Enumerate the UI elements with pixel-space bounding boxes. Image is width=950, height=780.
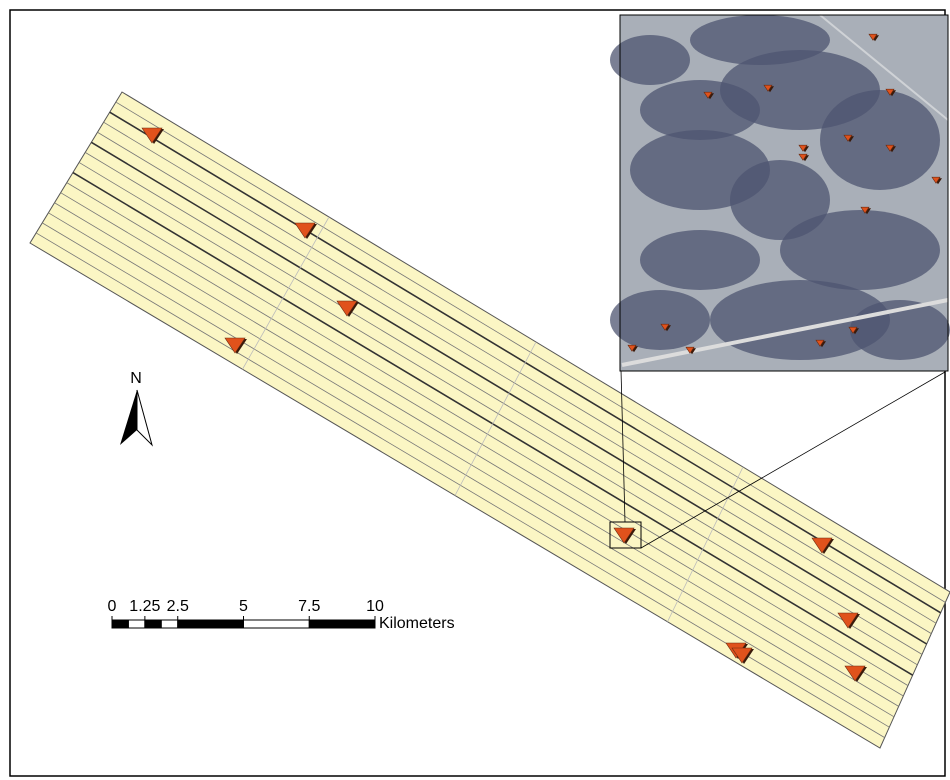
- inset-extent-box: [609, 521, 642, 549]
- vegetation-patch: [640, 230, 760, 290]
- vegetation-patch: [610, 290, 710, 350]
- marker: [731, 647, 753, 664]
- marker: [660, 323, 670, 331]
- tile-boundary: [454, 341, 537, 496]
- scale-label: 7.5: [298, 598, 320, 615]
- scale-segment: [243, 619, 310, 629]
- tile-boundary: [667, 466, 744, 622]
- marker: [703, 91, 713, 99]
- road: [621, 298, 949, 367]
- scale-label: 2.5: [167, 598, 189, 615]
- marker: [627, 344, 637, 352]
- marker: [141, 127, 163, 144]
- scale-label: 0: [108, 598, 117, 615]
- scale-unit: Kilometers: [379, 615, 455, 632]
- vegetation-patch: [610, 35, 690, 85]
- vegetation-patch: [690, 15, 830, 65]
- marker: [798, 153, 808, 161]
- marker: [815, 339, 825, 347]
- marker: [336, 300, 358, 317]
- marker: [811, 537, 833, 554]
- vegetation-patch: [820, 90, 940, 190]
- north-label: N: [130, 370, 142, 387]
- north-arrow-right: [136, 389, 153, 447]
- inset-leader: [620, 369, 626, 523]
- marker: [294, 222, 316, 239]
- scale-segment: [127, 619, 146, 629]
- north-arrow-left: [120, 390, 137, 445]
- track: [819, 14, 949, 121]
- marker: [844, 665, 866, 682]
- inset-border: [619, 14, 949, 372]
- marker: [860, 206, 870, 214]
- scale-segment: [308, 619, 376, 629]
- vegetation-patch: [780, 210, 940, 290]
- vegetation-patch: [730, 160, 830, 240]
- marker: [931, 176, 941, 184]
- marker: [848, 326, 858, 334]
- scale-segment: [111, 619, 129, 629]
- marker: [837, 612, 859, 629]
- marker: [885, 144, 895, 152]
- marker: [685, 346, 695, 354]
- scale-segment: [144, 619, 162, 629]
- survey-strip: [29, 91, 950, 749]
- tile-boundary: [242, 216, 330, 370]
- north-arrow: N: [120, 370, 153, 447]
- scale-segment: [177, 619, 244, 629]
- scale-segment: [160, 619, 179, 629]
- marker: [224, 337, 246, 354]
- scale-label: 5: [239, 598, 248, 615]
- inset-leader: [640, 371, 946, 549]
- marker: [613, 527, 635, 544]
- marker: [868, 33, 878, 41]
- marker: [798, 144, 808, 152]
- sample-markers: [141, 127, 867, 682]
- marker: [763, 84, 773, 92]
- marker: [843, 134, 853, 142]
- marker: [885, 88, 895, 96]
- scale-label: 1.25: [129, 598, 160, 615]
- inset-imagery: [610, 14, 950, 372]
- scale-label: 10: [366, 598, 384, 615]
